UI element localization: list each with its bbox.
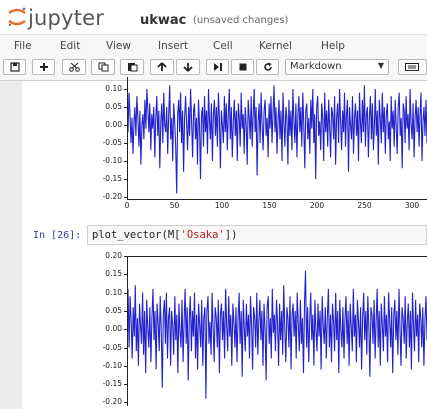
y-tick-mark (124, 143, 127, 144)
y-tick-mark (124, 179, 127, 180)
x-tick-label: 250 (357, 201, 372, 210)
y-tick-mark (124, 329, 127, 330)
notebook-header: jupyter ukwac (unsaved changes) (0, 0, 427, 34)
command-palette-button[interactable] (398, 59, 427, 75)
save-button[interactable] (3, 59, 26, 75)
y-tick-label: -0.10 (102, 156, 122, 165)
chevron-down-icon: ▼ (377, 61, 384, 70)
y-tick-mark (124, 348, 127, 349)
jupyter-logo-icon[interactable] (6, 6, 28, 28)
plus-icon (39, 63, 48, 71)
cell-type-select[interactable]: Markdown ▼ (285, 59, 389, 75)
x-tick-label: 50 (169, 201, 180, 210)
move-down-button[interactable] (176, 59, 200, 75)
y-tick-mark (124, 366, 127, 367)
interrupt-kernel-button[interactable] (231, 59, 254, 75)
save-status: (unsaved changes) (193, 15, 289, 26)
series-line (127, 85, 427, 194)
cut-button[interactable] (62, 59, 86, 75)
y-tick-label: -0.05 (102, 138, 122, 147)
y-tick-mark (124, 125, 127, 126)
series-line (127, 270, 427, 399)
cut-icon (68, 62, 80, 72)
save-icon (9, 62, 20, 72)
x-tick-label: 300 (404, 201, 420, 210)
code-prefix: plot_vector(M[ (92, 229, 181, 241)
keyboard-icon (405, 63, 419, 71)
paste-icon (127, 63, 137, 72)
code-suffix: ]) (224, 229, 238, 241)
y-tick-label: 0.15 (105, 269, 122, 279)
y-tick-mark (124, 161, 127, 162)
menu-insert[interactable]: Insert (158, 40, 189, 52)
y-tick-label: 0.00 (105, 324, 122, 334)
x-tick-label: 0 (124, 201, 130, 210)
restart-kernel-button[interactable] (256, 59, 279, 75)
y-tick-label: -0.05 (102, 342, 122, 352)
insert-cell-button[interactable] (32, 59, 55, 75)
restart-icon (263, 62, 272, 71)
notebook-name[interactable]: ukwac (140, 13, 187, 28)
x-tick-label: 100 (214, 201, 230, 210)
plot-1-frame (127, 77, 427, 200)
plot-2-frame (127, 256, 427, 406)
code-input[interactable]: plot_vector(M['Osaka']) (87, 225, 427, 245)
code-string: 'Osaka' (180, 229, 225, 241)
x-tick-label: 150 (262, 201, 277, 210)
jupyter-brand[interactable]: jupyter (28, 6, 105, 30)
menu-edit[interactable]: Edit (60, 40, 81, 52)
y-tick-mark (124, 107, 127, 108)
y-tick-mark (124, 311, 127, 312)
step-forward-icon (213, 63, 222, 71)
y-tick-label: -0.15 (102, 174, 122, 183)
y-tick-mark (124, 402, 127, 403)
y-tick-label: 0.10 (105, 84, 122, 93)
menubar: File Edit View Insert Cell Kernel Help (0, 34, 427, 57)
input-prompt: In [26]: (33, 230, 82, 241)
y-tick-mark (124, 256, 127, 257)
cell-type-value: Markdown (290, 61, 342, 72)
y-tick-label: -0.10 (102, 360, 122, 370)
y-tick-label: 0.05 (105, 102, 122, 111)
arrow-down-icon (183, 63, 193, 72)
y-tick-mark (124, 293, 127, 294)
menu-view[interactable]: View (106, 40, 131, 52)
y-tick-label: 0.05 (105, 305, 122, 315)
menu-kernel[interactable]: Kernel (259, 40, 292, 52)
stop-icon (239, 63, 246, 71)
menu-help[interactable]: Help (321, 40, 345, 52)
y-tick-mark (124, 89, 127, 90)
y-tick-label: 0.20 (105, 251, 122, 260)
toolbar: Markdown ▼ (0, 56, 427, 81)
plot-2-line-svg (127, 270, 427, 399)
menu-cell[interactable]: Cell (213, 40, 233, 52)
y-tick-label: -0.15 (102, 379, 122, 389)
y-tick-label: 0.10 (105, 287, 122, 297)
y-tick-mark (124, 384, 127, 385)
arrow-up-icon (157, 62, 167, 71)
menu-file[interactable]: File (14, 40, 32, 52)
y-tick-label: -0.20 (102, 192, 122, 201)
code-text[interactable]: plot_vector(M['Osaka']) (92, 229, 237, 241)
copy-button[interactable] (91, 59, 115, 75)
copy-icon (98, 62, 108, 72)
y-tick-mark (124, 197, 127, 198)
run-cell-button[interactable] (206, 59, 229, 75)
move-up-button[interactable] (150, 59, 174, 75)
y-tick-label: -0.20 (102, 397, 122, 407)
y-tick-mark (124, 274, 127, 275)
x-tick-label: 200 (309, 201, 325, 210)
paste-button[interactable] (120, 59, 144, 75)
y-tick-label: 0.00 (105, 120, 122, 129)
plot-1-line-svg (127, 85, 427, 194)
